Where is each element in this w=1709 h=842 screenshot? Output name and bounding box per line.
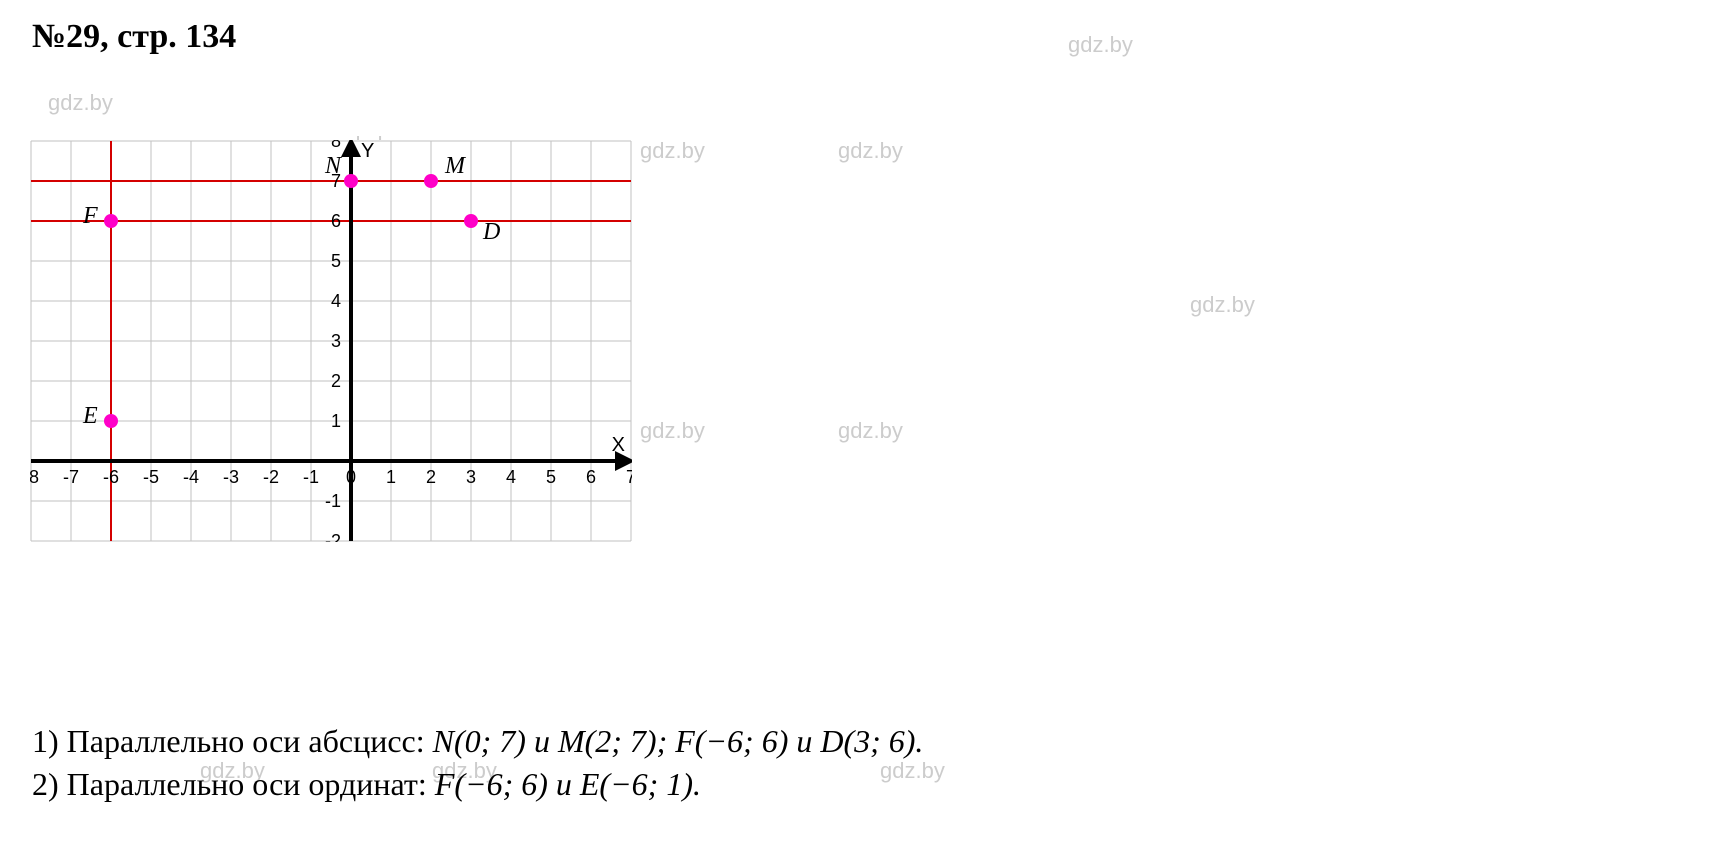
chart-svg: -8-7-6-5-4-3-2-101234567-2-112345678XYNM… [30,140,632,542]
svg-text:X: X [612,434,625,456]
watermark: gdz.by [838,138,903,164]
svg-text:N: N [324,153,343,179]
svg-text:-1: -1 [303,467,319,487]
answer2-math: F(−6; 6) и E(−6; 1). [435,766,701,802]
svg-text:6: 6 [586,467,596,487]
svg-text:4: 4 [506,467,516,487]
svg-text:-5: -5 [143,467,159,487]
svg-text:-2: -2 [325,531,341,542]
watermark: gdz.by [1068,32,1133,58]
svg-text:-2: -2 [263,467,279,487]
svg-text:E: E [82,403,98,429]
watermark: gdz.by [838,418,903,444]
answer1-prefix: 1) Параллельно оси абсцисс: [32,723,433,759]
svg-text:3: 3 [466,467,476,487]
svg-text:-1: -1 [325,491,341,511]
answer-line-2: 2) Параллельно оси ординат: F(−6; 6) и E… [32,763,923,806]
svg-text:-6: -6 [103,467,119,487]
answer-line-1: 1) Параллельно оси абсцисс: N(0; 7) и M(… [32,720,923,763]
svg-text:M: M [444,153,467,179]
svg-text:1: 1 [386,467,396,487]
watermark: gdz.by [1190,292,1255,318]
header-prefix: № [32,18,66,55]
svg-text:7: 7 [626,467,632,487]
header-number: 29 [66,18,100,55]
svg-text:5: 5 [546,467,556,487]
svg-text:1: 1 [331,411,341,431]
svg-text:Y: Y [361,140,374,162]
watermark: gdz.by [48,90,113,116]
svg-text:-8: -8 [30,467,39,487]
svg-text:0: 0 [346,467,356,487]
svg-text:-7: -7 [63,467,79,487]
svg-text:F: F [82,203,98,229]
svg-text:2: 2 [426,467,436,487]
header-page: 134 [185,18,236,55]
answers-block: 1) Параллельно оси абсцисс: N(0; 7) и M(… [32,720,923,806]
svg-text:-3: -3 [223,467,239,487]
exercise-header: №29, стр. 134 [32,18,236,56]
answer2-prefix: 2) Параллельно оси ординат: [32,766,435,802]
svg-text:4: 4 [331,291,341,311]
svg-text:2: 2 [331,371,341,391]
svg-text:3: 3 [331,331,341,351]
svg-text:D: D [482,219,500,245]
header-sep: , стр. [100,18,185,55]
svg-text:6: 6 [331,211,341,231]
svg-text:5: 5 [331,251,341,271]
answer1-math: N(0; 7) и M(2; 7); F(−6; 6) и D(3; 6). [433,723,924,759]
svg-text:8: 8 [331,140,341,151]
svg-text:-4: -4 [183,467,199,487]
coordinate-chart: -8-7-6-5-4-3-2-101234567-2-112345678XYNM… [30,140,650,580]
